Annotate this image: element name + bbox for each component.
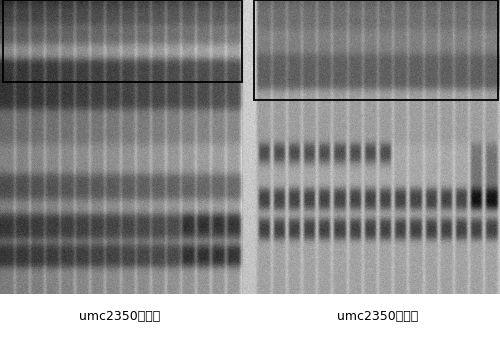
Text: umc2350，矮秸: umc2350，矮秸 bbox=[337, 310, 418, 323]
Text: umc2350，高秸: umc2350，高秸 bbox=[80, 310, 160, 323]
Bar bbox=[254, 0, 498, 100]
Bar bbox=[2, 0, 242, 82]
